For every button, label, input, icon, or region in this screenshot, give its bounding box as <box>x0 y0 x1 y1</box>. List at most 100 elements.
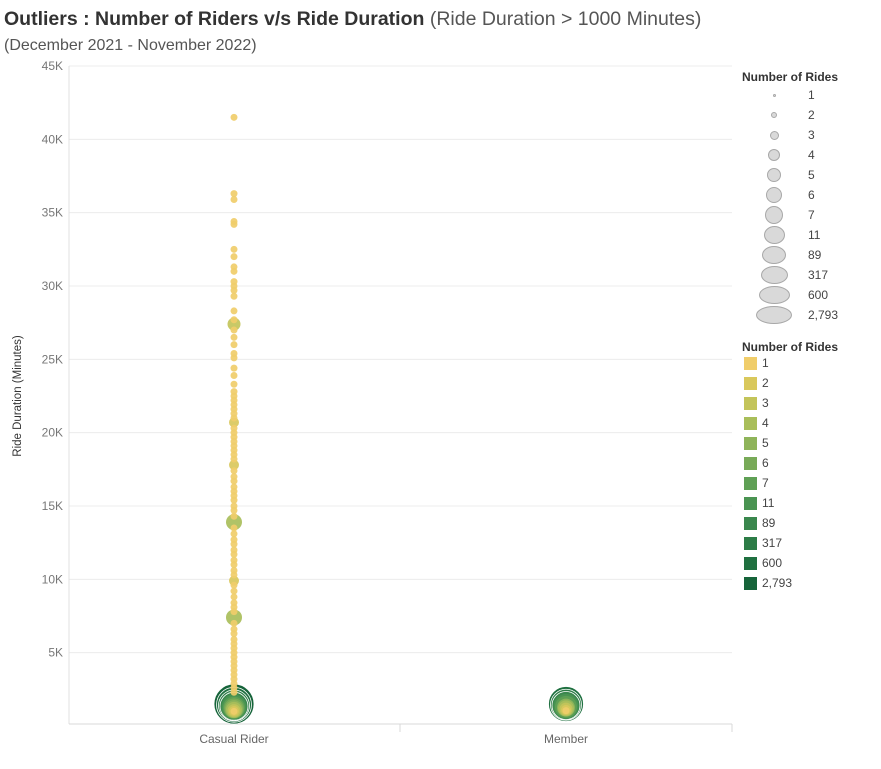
data-point[interactable] <box>230 571 238 579</box>
color-swatch <box>744 457 757 470</box>
size-legend-label: 6 <box>808 188 815 202</box>
color-legend-label: 3 <box>762 396 769 410</box>
color-legend-item[interactable]: 5 <box>742 435 872 455</box>
color-legend-item[interactable]: 7 <box>742 475 872 495</box>
data-point[interactable] <box>229 459 239 470</box>
data-point[interactable] <box>230 477 238 485</box>
color-swatch <box>744 417 757 430</box>
size-legend-bubble <box>760 266 788 284</box>
data-point[interactable] <box>230 581 238 589</box>
data-point[interactable] <box>230 707 238 715</box>
color-legend-item[interactable]: 4 <box>742 415 872 435</box>
data-point[interactable] <box>230 630 238 638</box>
color-legend-item[interactable]: 3 <box>742 395 872 415</box>
color-legend-item[interactable]: 1 <box>742 355 872 375</box>
data-point[interactable] <box>230 292 238 300</box>
color-legend-item[interactable]: 6 <box>742 455 872 475</box>
size-legend-item: 5 <box>742 166 872 186</box>
data-point[interactable] <box>230 286 238 294</box>
data-point[interactable] <box>230 364 238 372</box>
data-point[interactable] <box>230 524 238 532</box>
color-legend-item[interactable]: 2,793 <box>742 575 872 595</box>
data-point[interactable] <box>230 608 238 616</box>
y-tick-label: 20K <box>42 426 63 440</box>
color-legend-label: 317 <box>762 536 783 550</box>
data-point[interactable] <box>230 113 238 121</box>
size-legend-item: 4 <box>742 146 872 166</box>
data-point[interactable] <box>230 307 238 315</box>
size-legend-bubble <box>771 112 777 118</box>
data-point[interactable] <box>230 333 238 341</box>
data-point[interactable] <box>230 195 238 203</box>
y-tick-label: 30K <box>42 279 63 293</box>
data-point[interactable] <box>230 593 238 601</box>
data-point[interactable] <box>226 514 242 531</box>
y-axis-title: Ride Duration (Minutes) <box>12 335 24 457</box>
size-legend-label: 5 <box>808 168 815 182</box>
size-legend-label: 3 <box>808 128 815 142</box>
color-swatch <box>744 397 757 410</box>
data-point[interactable] <box>230 455 238 463</box>
size-legend-bubble <box>765 206 783 224</box>
color-swatch <box>744 497 757 510</box>
data-point[interactable] <box>230 245 238 253</box>
color-legend-label: 1 <box>762 356 769 370</box>
data-point[interactable] <box>230 326 238 334</box>
color-legend-label: 2,793 <box>762 576 793 590</box>
color-swatch <box>744 537 757 550</box>
data-point[interactable] <box>562 707 570 715</box>
size-legend-bubble <box>762 246 786 264</box>
data-point[interactable] <box>230 341 238 349</box>
data-point[interactable] <box>230 550 238 558</box>
color-legend-item[interactable]: 317 <box>742 535 872 555</box>
size-legend-label: 2,793 <box>808 308 839 322</box>
chart-subtitle: (December 2021 - November 2022) <box>4 37 257 54</box>
data-point[interactable] <box>230 467 238 475</box>
size-legend-bubble <box>766 187 782 203</box>
color-swatch <box>744 517 757 530</box>
data-point[interactable] <box>230 414 238 422</box>
color-swatch <box>744 477 757 490</box>
chart-title-main: Outliers : Number of Riders v/s Ride Dur… <box>4 8 425 30</box>
data-point[interactable] <box>230 540 238 548</box>
color-swatch <box>744 557 757 570</box>
data-point[interactable] <box>230 316 238 324</box>
y-tick-label: 5K <box>48 646 63 660</box>
data-point[interactable] <box>230 354 238 362</box>
size-legend-bubble <box>756 306 792 324</box>
size-legend-bubble <box>763 226 785 244</box>
color-legend-label: 7 <box>762 476 769 490</box>
size-legend-label: 2 <box>808 108 815 122</box>
gridlines <box>69 65 732 654</box>
data-point[interactable] <box>230 267 238 275</box>
size-legend-bubble <box>768 149 780 161</box>
y-tick-label: 25K <box>42 352 63 366</box>
data-point[interactable] <box>230 371 238 379</box>
color-legend-item[interactable]: 600 <box>742 555 872 575</box>
y-tick-label: 40K <box>42 132 63 146</box>
size-legend-bubble <box>772 93 776 97</box>
x-tick-label: Member <box>544 732 588 746</box>
size-legend-label: 89 <box>808 248 822 262</box>
color-legend-item[interactable]: 2 <box>742 375 872 395</box>
data-point[interactable] <box>230 561 238 569</box>
data-point[interactable] <box>230 253 238 261</box>
data-point[interactable] <box>230 688 238 696</box>
data-point[interactable] <box>226 609 242 626</box>
size-legend-item: 89 <box>742 246 872 266</box>
color-legend-item[interactable]: 11 <box>742 495 872 515</box>
data-point[interactable] <box>230 587 238 595</box>
y-tick-label: 10K <box>42 572 63 586</box>
chart-title: Outliers : Number of Riders v/s Ride Dur… <box>4 8 701 31</box>
color-legend-label: 89 <box>762 516 776 530</box>
data-point[interactable] <box>230 619 238 627</box>
data-point[interactable] <box>230 512 238 520</box>
data-point[interactable] <box>230 190 238 198</box>
data-point[interactable] <box>230 506 238 514</box>
color-legend-item[interactable]: 89 <box>742 515 872 535</box>
data-point[interactable] <box>230 220 238 228</box>
data-point[interactable] <box>230 496 238 504</box>
data-point[interactable] <box>230 530 238 538</box>
data-point[interactable] <box>230 380 238 388</box>
size-legend-item: 7 <box>742 206 872 226</box>
